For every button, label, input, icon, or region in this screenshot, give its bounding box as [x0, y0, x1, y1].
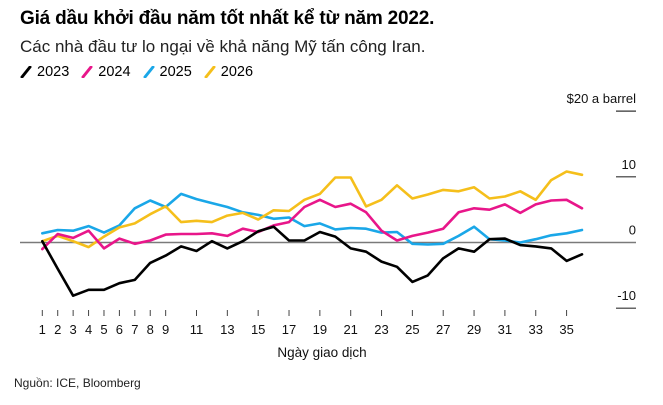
x-tick-label: 23	[374, 322, 388, 337]
source-note: Nguồn: ICE, Bloomberg	[14, 376, 141, 390]
x-tick-label: 29	[467, 322, 481, 337]
x-tick-label: 9	[162, 322, 169, 337]
legend-swatch-icon	[81, 66, 93, 78]
x-tick-label: 33	[529, 322, 543, 337]
x-tick-label: 31	[498, 322, 512, 337]
chart-subtitle: Các nhà đầu tư lo ngại về khả năng Mỹ tấ…	[20, 37, 426, 56]
legend-item-2023: 2023	[20, 64, 69, 80]
legend-swatch-icon	[20, 66, 32, 78]
x-tick-label: 17	[282, 322, 296, 337]
x-tick-label: 1	[39, 322, 46, 337]
chart-title: Giá dầu khởi đầu năm tốt nhất kể từ năm …	[20, 8, 435, 29]
legend-label: 2023	[37, 64, 70, 80]
legend-item-2025: 2025	[143, 64, 192, 80]
x-tick-label: 15	[251, 322, 265, 337]
x-tick-label: 8	[147, 322, 154, 337]
x-tick-label: 6	[116, 322, 123, 337]
series-line-2024	[40, 198, 584, 251]
legend-swatch-icon	[204, 66, 216, 78]
legend-label: 2024	[98, 64, 131, 80]
legend-item-2024: 2024	[81, 64, 131, 80]
x-tick-label: 25	[405, 322, 419, 337]
y-tick-label: $20 a barrel	[567, 91, 636, 106]
x-tick-label: 21	[343, 322, 357, 337]
x-tick-label: 5	[100, 322, 107, 337]
legend-label: 2025	[159, 64, 192, 80]
x-tick-label: 11	[190, 322, 204, 337]
series-line-2026	[40, 170, 584, 249]
x-tick-label: 19	[313, 322, 327, 337]
x-tick-label: 7	[131, 322, 138, 337]
x-tick-label: 3	[70, 322, 77, 337]
y-tick-label: -10	[617, 288, 636, 303]
x-axis-label: Ngày giao dịch	[277, 345, 366, 360]
legend-label: 2026	[220, 64, 254, 80]
x-tick-label: 2	[54, 322, 61, 337]
legend: 2023 2024 2025 2026	[20, 64, 253, 80]
x-tick-label: 4	[85, 322, 92, 337]
legend-swatch-icon	[143, 66, 155, 78]
legend-item-2026: 2026	[204, 64, 253, 80]
x-tick-label: 13	[220, 322, 234, 337]
x-tick-label: 27	[436, 322, 450, 337]
y-tick-label: 10	[622, 157, 636, 172]
y-tick-label: 0	[629, 223, 636, 238]
series-line-2023	[40, 225, 584, 298]
x-tick-label: 35	[559, 322, 573, 337]
